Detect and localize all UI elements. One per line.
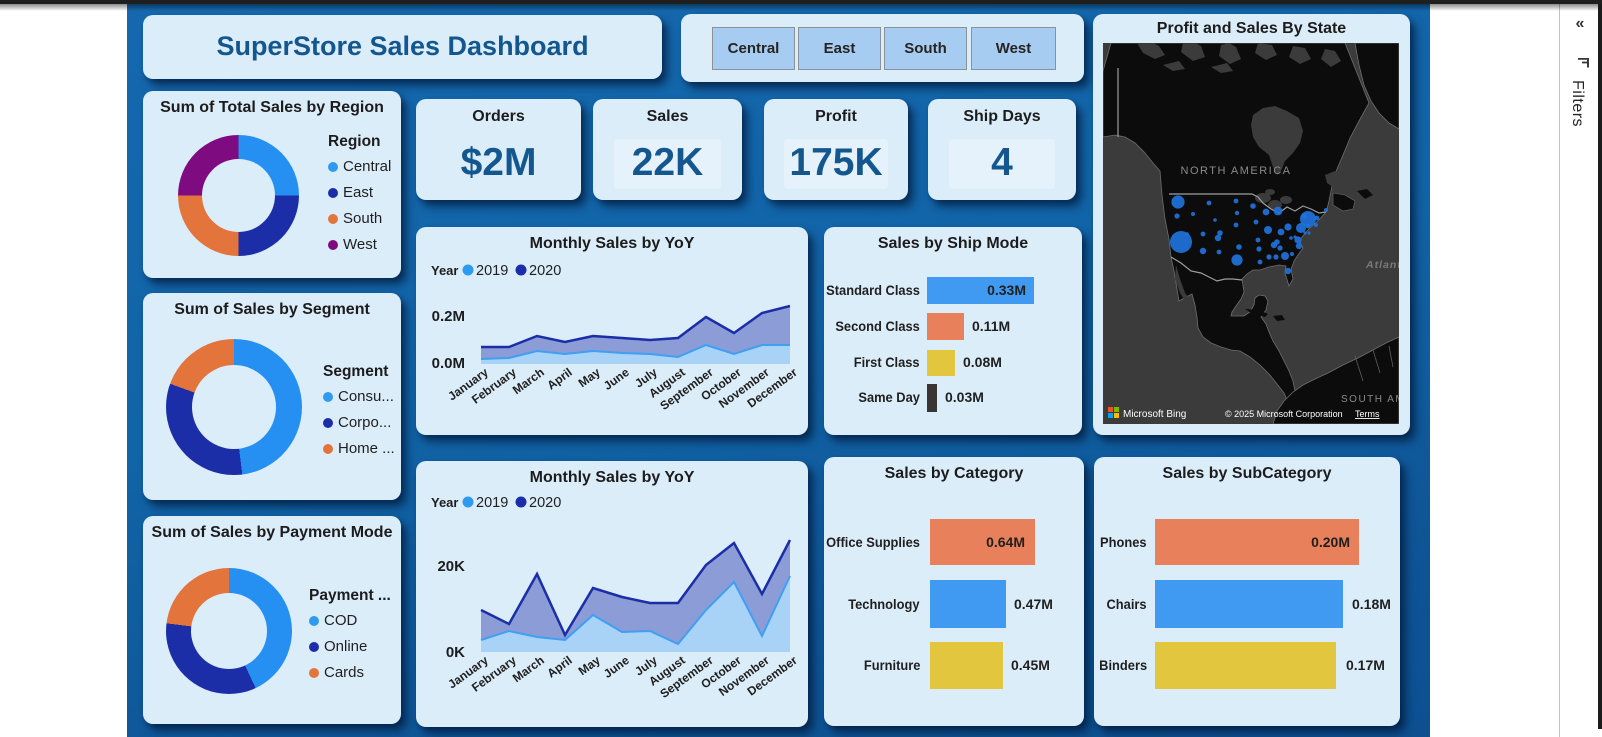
svg-text:June: June: [601, 365, 632, 393]
svg-text:20K: 20K: [437, 558, 465, 575]
svg-text:March: March: [510, 653, 547, 685]
svg-text:0K: 0K: [446, 644, 465, 661]
svg-text:SOUTH AMER: SOUTH AMER: [1341, 394, 1399, 405]
svg-text:April: April: [544, 365, 574, 392]
svg-text:Terms: Terms: [1355, 409, 1380, 419]
svg-text:May: May: [576, 653, 603, 678]
svg-text:Atlanti: Atlanti: [1365, 259, 1399, 271]
svg-text:0.0M: 0.0M: [432, 355, 465, 372]
svg-text:2019: 2019: [476, 495, 508, 511]
svg-text:May: May: [576, 365, 603, 390]
svg-text:Year: Year: [431, 495, 458, 510]
svg-text:2020: 2020: [529, 495, 561, 511]
svg-text:Year: Year: [431, 263, 458, 278]
svg-text:NORTH AMERICA: NORTH AMERICA: [1181, 165, 1292, 177]
svg-text:June: June: [601, 653, 632, 681]
svg-text:Microsoft Bing: Microsoft Bing: [1123, 409, 1186, 420]
svg-text:2019: 2019: [476, 263, 508, 279]
svg-text:2020: 2020: [529, 263, 561, 279]
svg-text:April: April: [544, 653, 574, 680]
svg-text:0.2M: 0.2M: [432, 308, 465, 325]
svg-text:© 2025 Microsoft Corporation: © 2025 Microsoft Corporation: [1225, 409, 1343, 419]
svg-text:March: March: [510, 365, 547, 397]
